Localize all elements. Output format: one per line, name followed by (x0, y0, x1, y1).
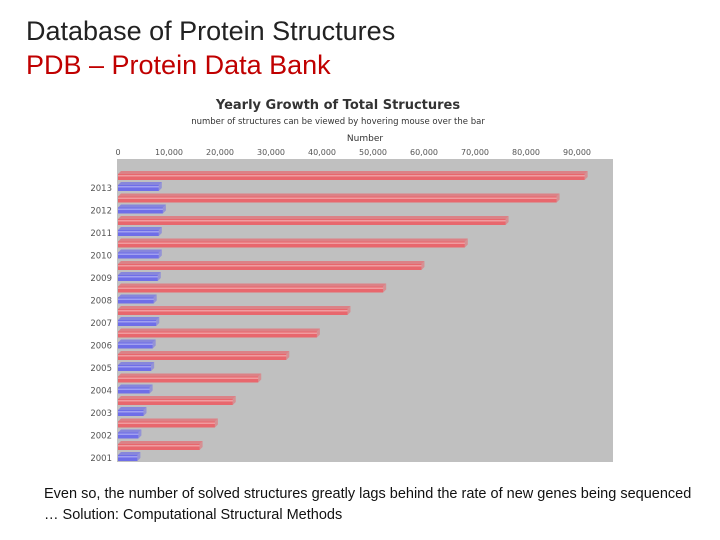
bar-total[interactable] (118, 373, 262, 383)
y-tick-label: 2011 (90, 229, 112, 239)
bar-yearly[interactable] (118, 182, 162, 191)
bar-yearly[interactable] (118, 317, 160, 326)
bar-total[interactable] (118, 441, 203, 450)
x-tick-label: 50,000 (359, 148, 387, 157)
x-tick-label: 90,000 (563, 148, 591, 157)
bar-yearly[interactable] (118, 384, 153, 394)
y-tick-label: 2003 (90, 409, 112, 419)
slide-title-line-1: Database of Protein Structures (26, 16, 396, 46)
bar-total[interactable] (118, 306, 351, 315)
y-tick-label: 2002 (90, 432, 112, 442)
bar-total[interactable] (118, 171, 588, 180)
bar-yearly[interactable] (118, 362, 155, 371)
bars (118, 171, 588, 461)
x-axis-ticks: 0 10,000 20,000 30,000 40,000 50,000 60,000 70,… (115, 148, 591, 157)
y-tick-label: 2007 (90, 319, 112, 329)
bar-total[interactable] (118, 216, 509, 225)
bar-total[interactable] (118, 261, 425, 270)
bar-yearly[interactable] (118, 407, 147, 416)
chart-subtitle: number of structures can be viewed by ho… (191, 117, 485, 127)
y-tick-label: 2004 (90, 387, 112, 397)
y-tick-label: 2005 (90, 364, 112, 374)
x-tick-label: 10,000 (155, 148, 183, 157)
x-tick-label: 30,000 (257, 148, 285, 157)
slide-title-line-2: PDB – Protein Data Bank (26, 50, 331, 80)
bar-yearly[interactable] (118, 452, 141, 461)
bar-yearly[interactable] (118, 204, 166, 214)
slide-caption: Even so, the number of solved structures… (44, 486, 692, 523)
y-tick-label: 2013 (90, 184, 112, 194)
bar-total[interactable] (118, 418, 218, 428)
y-tick-label: 2009 (90, 274, 112, 284)
bar-total[interactable] (118, 328, 320, 338)
x-tick-label: 20,000 (206, 148, 234, 157)
y-axis-labels: 2013 2012 2011 2010 2009 2008 2007 2006 2005 2004… (90, 184, 112, 464)
bar-total[interactable] (118, 396, 236, 405)
bar-yearly[interactable] (118, 227, 162, 236)
slide-title: Database of Protein Structures PDB – Pro… (26, 14, 395, 82)
bar-chart: Yearly Growth of Total Structures number… (90, 98, 613, 464)
chart-title: Yearly Growth of Total Structures (215, 98, 460, 113)
y-tick-label: 2010 (90, 252, 112, 262)
x-tick-label: 70,000 (461, 148, 489, 157)
bar-yearly[interactable] (118, 272, 161, 281)
bar-total[interactable] (118, 283, 387, 293)
x-tick-label: 80,000 (512, 148, 540, 157)
y-tick-label: 2012 (90, 207, 112, 217)
bar-total[interactable] (118, 351, 290, 360)
bar-yearly[interactable] (118, 294, 157, 304)
bar-yearly[interactable] (118, 249, 162, 259)
bar-total[interactable] (118, 238, 468, 248)
x-tick-label: 60,000 (410, 148, 438, 157)
bar-yearly[interactable] (118, 339, 156, 349)
y-tick-label: 2008 (90, 297, 112, 307)
bar-yearly[interactable] (118, 429, 142, 439)
x-axis-label: Number (347, 134, 383, 144)
y-tick-label: 2006 (90, 342, 112, 352)
x-tick-label: 40,000 (308, 148, 336, 157)
chart-container: Yearly Growth of Total Structures number… (70, 92, 630, 464)
x-tick-label: 0 (115, 148, 120, 157)
y-tick-label: 2001 (90, 454, 112, 464)
bar-total[interactable] (118, 193, 560, 203)
